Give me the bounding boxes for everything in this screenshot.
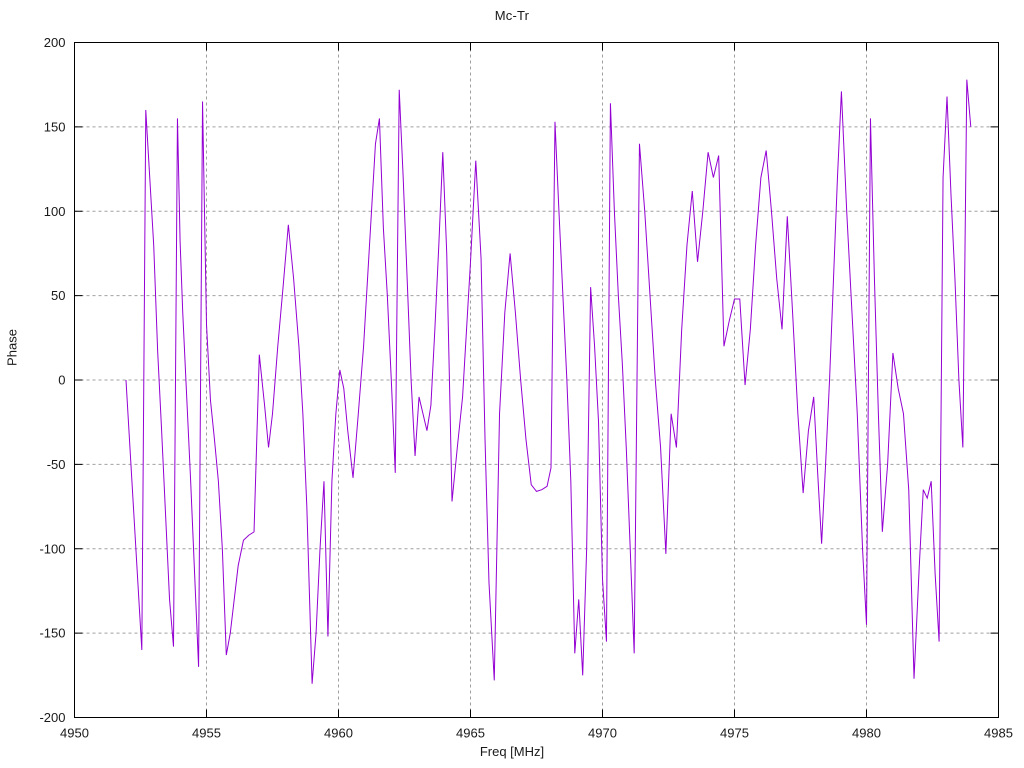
data-series-layer xyxy=(125,79,972,684)
x-tick-label: 4970 xyxy=(588,726,617,741)
y-tick-label: -50 xyxy=(47,457,66,472)
x-tick-label: 4985 xyxy=(984,726,1013,741)
y-tick-label: 0 xyxy=(58,373,65,388)
x-tick-label: 4955 xyxy=(192,726,221,741)
x-tick-label: 4950 xyxy=(60,726,89,741)
y-tick-label: -200 xyxy=(39,710,65,725)
x-axis-label: Freq [MHz] xyxy=(479,744,545,759)
x-tick-label: 4965 xyxy=(456,726,485,741)
plot-frame xyxy=(74,42,999,718)
tick-labels: -200 -150 -100 -50 0 50 100 150 200 4950 4955 4960 4… xyxy=(39,35,1012,741)
x-tick-label: 4975 xyxy=(720,726,749,741)
y-tick-label: 200 xyxy=(44,35,66,50)
data-line xyxy=(125,79,972,684)
y-tick-label: 100 xyxy=(44,204,66,219)
y-tick-label: -100 xyxy=(39,541,65,556)
x-tick-label: 4960 xyxy=(324,726,353,741)
grid-lines xyxy=(74,42,999,718)
chart-title: Mc-Tr xyxy=(494,8,530,23)
y-tick-label: -150 xyxy=(39,626,65,641)
y-tick-label: 150 xyxy=(44,119,66,134)
y-tick-label: 50 xyxy=(51,288,65,303)
x-tick-label: 4980 xyxy=(852,726,881,741)
